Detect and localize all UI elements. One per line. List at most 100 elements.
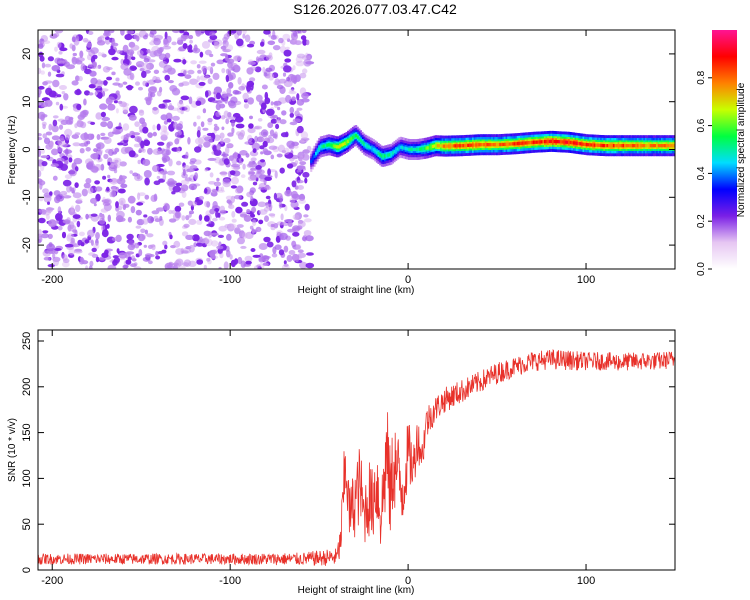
y-tick-label: 0 xyxy=(21,146,33,152)
noise-speckle xyxy=(38,102,44,106)
noise-speckle xyxy=(79,148,85,154)
colorbar-gradient xyxy=(712,30,737,269)
noise-speckle xyxy=(96,146,101,152)
signal-cell xyxy=(564,140,567,144)
noise-speckle xyxy=(78,231,85,237)
noise-speckle xyxy=(55,193,65,202)
signal-cell xyxy=(644,144,647,148)
noise-speckle xyxy=(202,135,207,139)
noise-speckle xyxy=(157,141,165,146)
signal-cell xyxy=(547,139,550,144)
noise-speckle xyxy=(256,264,262,269)
signal-cell xyxy=(632,144,635,148)
signal-cell xyxy=(579,142,582,146)
noise-speckle xyxy=(260,129,269,138)
noise-speckle xyxy=(227,223,237,230)
noise-speckle xyxy=(209,172,214,178)
noise-speckle xyxy=(100,208,109,213)
noise-speckle xyxy=(81,188,88,197)
noise-speckle xyxy=(144,229,148,235)
noise-speckle xyxy=(107,120,112,127)
signal-cell xyxy=(369,146,372,150)
noise-speckle xyxy=(130,44,140,51)
noise-speckle xyxy=(155,255,161,260)
noise-speckle xyxy=(83,182,91,189)
noise-speckle xyxy=(146,62,154,70)
signal-cell xyxy=(372,148,375,152)
noise-speckle xyxy=(162,70,168,74)
noise-speckle xyxy=(38,67,42,75)
noise-speckle xyxy=(171,41,177,46)
noise-speckle xyxy=(122,109,129,115)
noise-speckle xyxy=(239,129,246,137)
signal-cell xyxy=(611,144,614,148)
noise-speckle xyxy=(38,51,44,58)
noise-speckle xyxy=(184,74,192,79)
noise-speckle xyxy=(234,187,243,194)
noise-speckle xyxy=(214,208,220,212)
noise-speckle xyxy=(213,126,220,131)
noise-speckle xyxy=(302,171,310,178)
y-tick-label: 250 xyxy=(21,332,33,350)
noise-speckle xyxy=(247,175,257,182)
signal-cell xyxy=(664,144,667,148)
noise-speckle xyxy=(256,49,266,55)
noise-speckle xyxy=(212,217,218,222)
noise-speckle xyxy=(231,163,240,168)
noise-speckle xyxy=(294,255,300,263)
noise-speckle xyxy=(254,135,258,143)
noise-speckle xyxy=(41,161,48,167)
noise-speckle xyxy=(62,219,71,224)
noise-speckle xyxy=(152,131,157,137)
noise-speckle xyxy=(235,206,243,214)
noise-speckle xyxy=(148,260,153,265)
noise-speckle xyxy=(144,253,153,258)
noise-speckle xyxy=(133,262,138,266)
noise-speckle xyxy=(189,39,194,44)
signal-cell xyxy=(420,147,423,151)
noise-speckle xyxy=(101,116,110,122)
noise-speckle xyxy=(200,121,205,128)
noise-speckle xyxy=(273,80,282,86)
x-tick-label: 0 xyxy=(405,575,411,587)
noise-speckle xyxy=(138,86,143,91)
noise-speckle xyxy=(81,260,89,265)
noise-speckle xyxy=(252,181,258,186)
noise-speckle xyxy=(46,243,55,252)
noise-speckle xyxy=(206,223,214,227)
noise-speckle xyxy=(124,52,128,60)
signal-cell xyxy=(324,144,327,148)
noise-speckle xyxy=(262,255,271,259)
signal-cell xyxy=(627,144,630,148)
noise-speckle xyxy=(93,242,100,250)
signal-cell xyxy=(332,144,335,148)
noise-speckle xyxy=(177,101,184,108)
noise-speckle xyxy=(210,251,216,259)
noise-speckle xyxy=(291,96,296,102)
noise-speckle xyxy=(95,256,100,263)
signal-cell xyxy=(641,144,644,148)
noise-speckle xyxy=(38,233,42,238)
noise-speckle xyxy=(39,197,44,202)
y-tick-label: 150 xyxy=(21,423,33,441)
noise-speckle xyxy=(153,69,160,75)
noise-speckle xyxy=(135,225,142,229)
noise-speckle xyxy=(182,59,187,65)
noise-speckle xyxy=(168,158,173,167)
noise-speckle xyxy=(129,105,138,114)
noise-speckle xyxy=(240,174,246,179)
signal-cell xyxy=(601,143,604,148)
noise-speckle xyxy=(192,47,201,54)
noise-speckle xyxy=(215,111,221,118)
signal-cell xyxy=(335,145,338,149)
signal-cell xyxy=(617,144,620,148)
signal-cell xyxy=(468,143,471,147)
noise-speckle xyxy=(122,123,130,131)
signal-cell xyxy=(366,144,369,148)
signal-cell xyxy=(340,143,343,147)
noise-speckle xyxy=(187,69,195,75)
noise-speckle xyxy=(88,160,94,164)
noise-speckle xyxy=(100,88,109,92)
noise-speckle xyxy=(101,53,107,58)
noise-speckle xyxy=(137,233,146,242)
